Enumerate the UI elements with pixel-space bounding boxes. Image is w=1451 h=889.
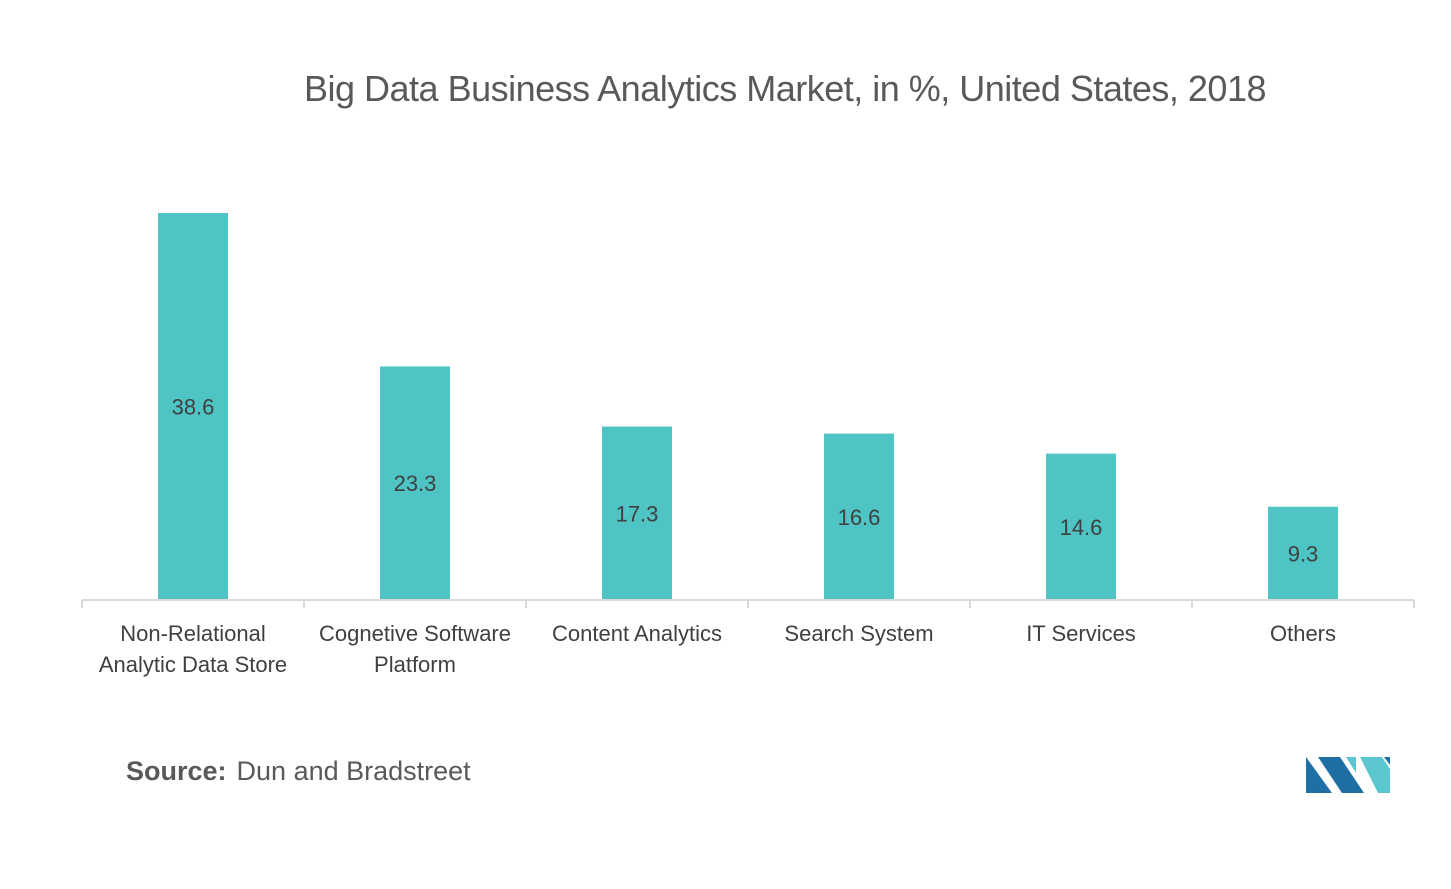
bar (1268, 506, 1338, 600)
bar (602, 426, 672, 600)
bar (824, 433, 894, 600)
logo-shape-right-light (1360, 757, 1390, 793)
data-label: 23.3 (394, 471, 437, 496)
category-label: Analytic Data Store (99, 652, 287, 677)
source-value: Dun and Bradstreet (236, 756, 471, 786)
mordor-intelligence-logo-icon (1306, 757, 1390, 793)
bar (158, 213, 228, 600)
category-label: Content Analytics (552, 621, 722, 646)
bar (380, 366, 450, 600)
category-label: IT Services (1026, 621, 1136, 646)
category-label: Cognetive Software (319, 621, 511, 646)
bar (1046, 453, 1116, 600)
category-label: Platform (374, 652, 456, 677)
logo-shape-left (1306, 757, 1332, 793)
logo-shape-right-dark (1384, 757, 1390, 765)
category-label: Search System (784, 621, 933, 646)
data-label: 38.6 (172, 395, 215, 420)
chart-title: Big Data Business Analytics Market, in %… (304, 68, 1267, 109)
data-label: 14.6 (1060, 515, 1103, 540)
data-label: 16.6 (838, 505, 881, 530)
category-label: Non-Relational (120, 621, 266, 646)
logo-shape-mid-light (1346, 757, 1356, 773)
data-label: 17.3 (616, 501, 659, 526)
category-label: Others (1270, 621, 1336, 646)
data-label: 9.3 (1288, 541, 1319, 566)
source-note: Source: Dun and Bradstreet (126, 756, 471, 787)
logo-shape-mid-dark (1318, 757, 1364, 793)
source-label: Source: (126, 756, 227, 786)
